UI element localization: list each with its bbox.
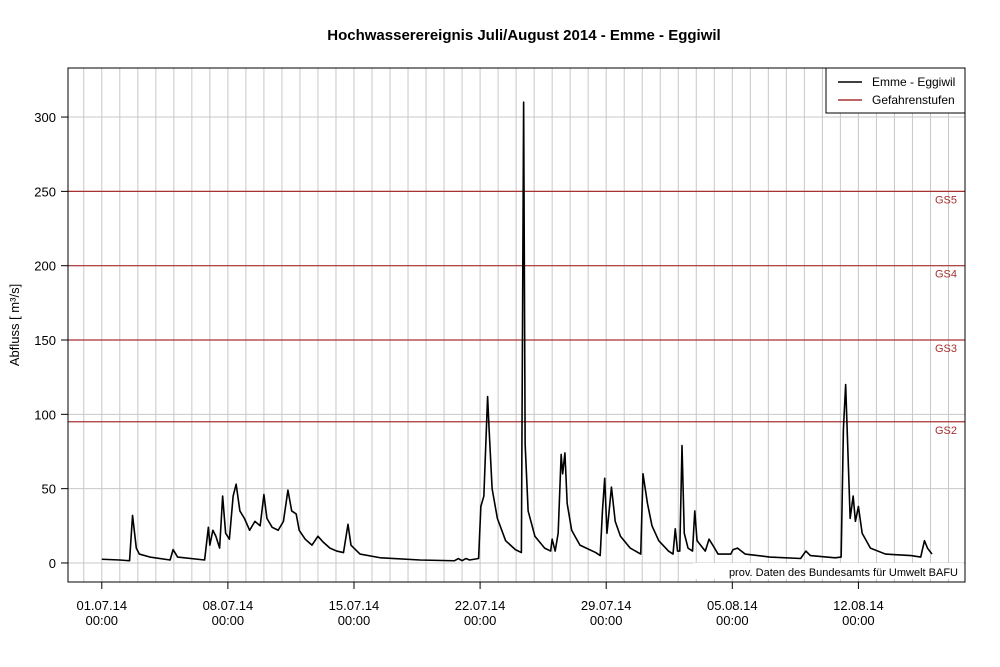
x-tick-label: 05.08.14 00:00 <box>707 598 758 628</box>
y-axis-label: Abfluss [ m³/s] <box>7 284 22 366</box>
threshold-label: GS2 <box>935 425 957 437</box>
legend-box <box>825 67 966 114</box>
y-tick-label: 0 <box>49 556 56 571</box>
x-tick-label: 15.07.14 00:00 <box>329 598 380 628</box>
plot-frame <box>67 67 966 583</box>
threshold-label: GS3 <box>935 343 957 355</box>
y-tick-label: 150 <box>34 333 56 348</box>
y-tick-label: 50 <box>42 482 56 497</box>
data-line <box>101 101 933 562</box>
y-tick-label: 300 <box>34 110 56 125</box>
annotation: prov. Daten des Bundesamts für Umwelt BA… <box>729 567 958 579</box>
x-tick-label: 08.07.14 00:00 <box>203 598 254 628</box>
y-tick-label: 250 <box>34 184 56 199</box>
y-tick-label: 200 <box>34 259 56 274</box>
x-tick-label: 12.08.14 00:00 <box>833 598 884 628</box>
legend-label: Gefahrenstufen <box>872 93 955 107</box>
x-tick-label: 29.07.14 00:00 <box>581 598 632 628</box>
threshold-label: GS5 <box>935 194 957 206</box>
annotation-bg <box>693 563 963 579</box>
legend-label: Emme - Eggiwil <box>872 75 955 89</box>
y-tick-label: 100 <box>34 407 56 422</box>
chart-title: Hochwasserereignis Juli/August 2014 - Em… <box>327 27 720 44</box>
x-tick-label: 22.07.14 00:00 <box>455 598 506 628</box>
threshold-label: GS4 <box>935 269 957 281</box>
x-tick-label: 01.07.14 00:00 <box>76 598 127 628</box>
